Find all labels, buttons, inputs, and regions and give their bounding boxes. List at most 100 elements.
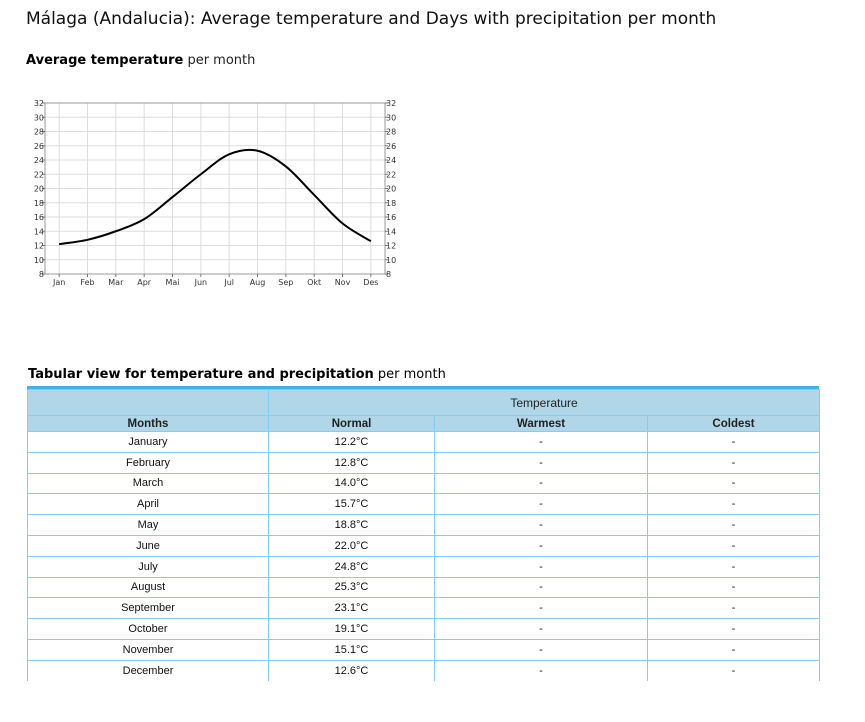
cell-coldest: -	[646, 534, 821, 557]
table-row: December 12.6°C - -	[27, 659, 821, 681]
table-row: May 18.8°C - -	[27, 514, 821, 536]
cell-warmest: -	[434, 555, 648, 578]
x-tick-label: Nov	[335, 278, 351, 287]
series-line-average-temperature	[59, 148, 372, 246]
x-tick-label: Okt	[307, 278, 321, 287]
y-tick-label-right: 22	[386, 170, 396, 179]
cell-warmest: -	[434, 431, 648, 453]
cell-month: August	[27, 576, 269, 599]
y-tick-label-left: 12	[34, 242, 44, 251]
table-row: April 15.7°C - -	[27, 493, 821, 516]
cell-normal: 15.7°C	[268, 493, 435, 516]
y-tick-label-right: 20	[386, 185, 396, 194]
table-body: January 12.2°C - - February 12.8°C - - March 14.0…	[27, 431, 821, 681]
column-header-warmest: Warmest	[434, 415, 648, 432]
table-row: February 12.8°C - -	[27, 451, 821, 474]
y-tick-label-left: 26	[34, 142, 44, 151]
y-tick-label-right: 10	[386, 256, 396, 265]
x-tick-label: Aug	[250, 278, 266, 287]
x-tick-label: Sep	[278, 278, 293, 287]
cell-month: February	[27, 451, 269, 474]
cell-coldest: -	[646, 576, 821, 599]
cell-normal: 12.8°C	[268, 451, 435, 474]
chart-axes: 8 8 10 10 12 12 14 14 16 16 18 18 20 20 22 22 24 24 26 26 28…	[34, 99, 396, 287]
cell-coldest: -	[646, 597, 821, 620]
y-tick-label-right: 32	[386, 99, 396, 108]
cell-coldest: -	[646, 618, 821, 640]
cell-month: April	[27, 493, 269, 516]
table-row: October 19.1°C - -	[27, 618, 821, 640]
cell-month: July	[27, 555, 269, 578]
cell-warmest: -	[434, 597, 648, 620]
table-row: January 12.2°C - -	[27, 431, 821, 453]
y-tick-label-left: 8	[39, 270, 44, 279]
table-section-heading: Tabular view for temperature and precipi…	[28, 367, 446, 382]
x-tick-label: Mar	[108, 278, 124, 287]
table-header-blank	[27, 389, 269, 416]
cell-coldest: -	[646, 659, 821, 681]
y-tick-label-right: 30	[386, 113, 396, 122]
page-title: Málaga (Andalucia): Average temperature …	[26, 9, 717, 29]
cell-normal: 12.6°C	[268, 659, 435, 681]
cell-month: September	[27, 597, 269, 620]
cell-warmest: -	[434, 534, 648, 557]
cell-warmest: -	[434, 514, 648, 536]
y-tick-label-right: 14	[386, 227, 396, 236]
cell-coldest: -	[646, 472, 821, 495]
table-group-header-temperature: Temperature	[267, 389, 821, 416]
cell-normal: 25.3°C	[268, 576, 435, 599]
column-header-months: Months	[27, 415, 269, 432]
y-tick-label-right: 12	[386, 242, 396, 251]
cell-normal: 24.8°C	[268, 555, 435, 578]
y-tick-label-right: 28	[386, 128, 396, 137]
cell-warmest: -	[434, 451, 648, 474]
x-tick-label: Des	[363, 278, 378, 287]
y-tick-label-right: 26	[386, 142, 396, 151]
cell-warmest: -	[434, 659, 648, 681]
table-row: November 15.1°C - -	[27, 638, 821, 661]
temperature-table: Temperature Months Normal Warmest Coldes…	[27, 389, 821, 681]
y-tick-label-right: 16	[386, 213, 396, 222]
table-row: July 24.8°C - -	[27, 555, 821, 578]
column-header-coldest: Coldest	[646, 415, 821, 432]
y-tick-label-right: 24	[386, 156, 396, 165]
cell-coldest: -	[646, 638, 821, 661]
chart-heading-bold: Average temperature	[26, 53, 184, 68]
cell-normal: 22.0°C	[268, 534, 435, 557]
column-header-normal: Normal	[268, 415, 435, 432]
cell-normal: 12.2°C	[268, 431, 435, 453]
table-heading-rest: per month	[373, 367, 446, 382]
table-row: September 23.1°C - -	[27, 597, 821, 620]
table-heading-bold: Tabular view for temperature and precipi…	[28, 367, 374, 382]
x-tick-label: Jun	[194, 278, 208, 287]
temperature-table-container: Temperature Months Normal Warmest Coldes…	[27, 386, 821, 681]
cell-coldest: -	[646, 493, 821, 516]
y-tick-label-right: 8	[386, 270, 391, 279]
y-tick-label-left: 16	[34, 213, 44, 222]
temperature-line-chart: 8 8 10 10 12 12 14 14 16 16 18 18 20 20 22 22 24 24 26 26 28…	[34, 99, 396, 287]
cell-warmest: -	[434, 493, 648, 516]
table-row: June 22.0°C - -	[27, 534, 821, 557]
y-tick-label-left: 22	[34, 170, 44, 179]
y-tick-label-left: 30	[34, 113, 44, 122]
cell-normal: 14.0°C	[268, 472, 435, 495]
cell-coldest: -	[646, 431, 821, 453]
table-row: August 25.3°C - -	[27, 576, 821, 599]
cell-normal: 23.1°C	[268, 597, 435, 620]
chart-series	[59, 148, 372, 246]
cell-month: December	[27, 659, 269, 681]
x-tick-label: Jul	[223, 278, 234, 287]
y-tick-label-left: 24	[34, 156, 44, 165]
cell-normal: 15.1°C	[268, 638, 435, 661]
cell-month: October	[27, 618, 269, 640]
chart-grid	[45, 103, 385, 274]
y-tick-label-left: 32	[34, 99, 44, 108]
y-tick-label-left: 20	[34, 185, 44, 194]
cell-month: March	[27, 472, 269, 495]
cell-normal: 19.1°C	[268, 618, 435, 640]
x-tick-label: Feb	[80, 278, 94, 287]
cell-coldest: -	[646, 555, 821, 578]
x-tick-label: Mai	[165, 278, 179, 287]
chart-heading-rest: per month	[183, 53, 256, 68]
x-tick-label: Apr	[137, 278, 152, 287]
